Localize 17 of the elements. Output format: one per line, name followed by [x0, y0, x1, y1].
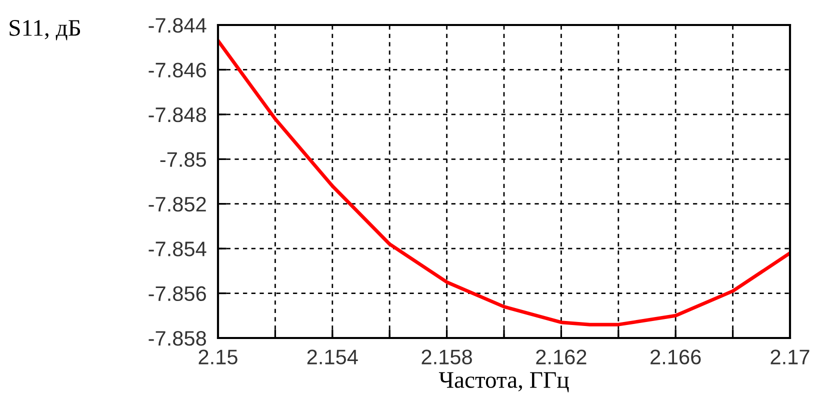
y-tick-label: -7.85 — [160, 152, 206, 167]
x-tick-label: 2.15 — [198, 350, 238, 364]
x-axis-title: Частота, ГГц — [438, 372, 569, 392]
x-tick-label: 2.166 — [650, 350, 701, 364]
x-tick-label: 2.154 — [307, 350, 358, 364]
y-tick-label: -7.848 — [148, 107, 206, 122]
x-tick-label: 2.17 — [770, 350, 810, 364]
y-tick-label: -7.852 — [148, 196, 206, 212]
y-tick-label: -7.858 — [148, 331, 206, 346]
y-tick-label: -7.854 — [148, 242, 206, 256]
y-tick-label: -7.844 — [148, 18, 206, 33]
y-tick-label: -7.846 — [148, 62, 206, 78]
y-axis-title: S11, дБ — [10, 20, 80, 40]
x-tick-label: 2.162 — [536, 350, 586, 364]
line-series — [218, 38, 790, 326]
y-tick-label: -7.856 — [148, 286, 206, 302]
x-tick-label: 2.158 — [422, 350, 472, 364]
